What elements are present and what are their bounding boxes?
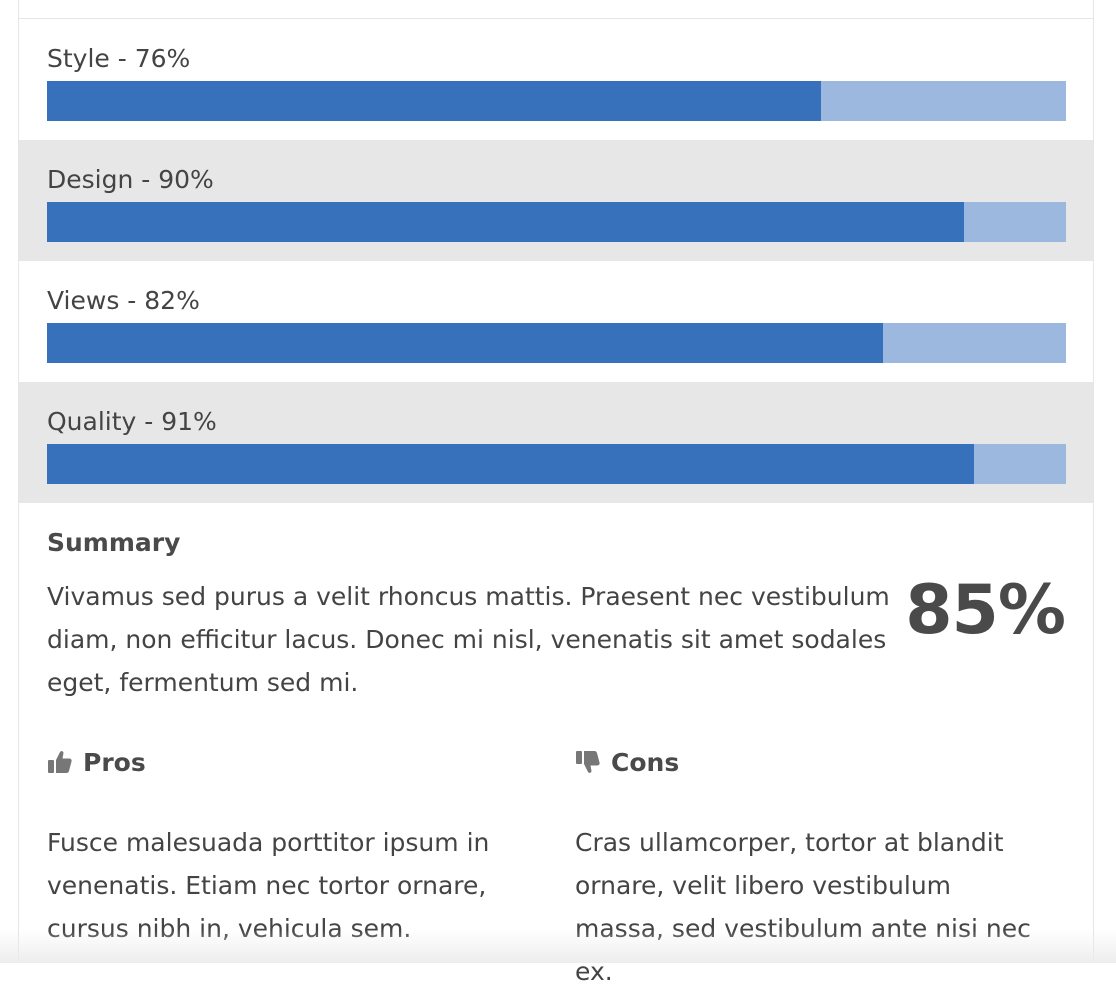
overall-score: 85% (905, 571, 1066, 650)
summary-title: Summary (47, 528, 181, 557)
rating-bar-track (47, 323, 1066, 363)
rating-row-quality: Quality - 91% (19, 382, 1093, 503)
pros-heading: Pros (47, 742, 146, 782)
rating-label: Design - 90% (47, 165, 214, 194)
thumbs-down-icon (575, 749, 601, 775)
review-box: Style - 76% Design - 90% Views - 82% Qua… (18, 0, 1094, 986)
rating-label: Quality - 91% (47, 407, 217, 436)
rating-bar-fill (47, 202, 965, 242)
rating-row-design: Design - 90% (19, 140, 1093, 261)
rating-bar-track (47, 444, 1066, 484)
rating-bar-fill (47, 444, 975, 484)
rating-bar-fill (47, 323, 883, 363)
rating-label: Views - 82% (47, 286, 200, 315)
pros-title: Pros (83, 747, 146, 777)
rating-label: Style - 76% (47, 44, 191, 73)
rating-row-style: Style - 76% (19, 19, 1093, 140)
thumbs-up-icon (47, 749, 73, 775)
cons-title: Cons (611, 747, 680, 777)
rating-bar-track (47, 81, 1066, 121)
top-divider (19, 18, 1093, 19)
rating-row-views: Views - 82% (19, 261, 1093, 382)
pros-text: Fusce malesuada porttitor ipsum in venen… (47, 828, 490, 943)
cons-heading: Cons (575, 742, 679, 782)
rating-bar-fill (47, 81, 822, 121)
summary-text: Vivamus sed purus a velit rhoncus mattis… (47, 582, 890, 697)
rating-bar-track (47, 202, 1066, 242)
cons-text: Cras ullamcorper, tortor at blandit orna… (575, 828, 1031, 986)
